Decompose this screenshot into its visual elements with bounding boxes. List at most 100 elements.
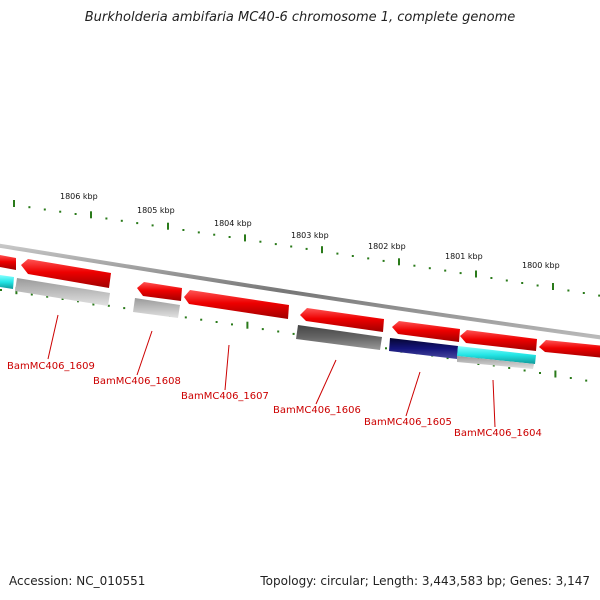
- major-tick: [244, 234, 246, 242]
- minor-tick: [305, 247, 308, 250]
- minor-tick: [536, 284, 539, 287]
- minor-tick: [505, 279, 508, 282]
- gene-reverse-light-gray[interactable]: [133, 298, 180, 318]
- minor-tick: [123, 307, 126, 310]
- gene-label[interactable]: BamMC406_1608: [93, 376, 181, 387]
- gene-labels: BamMC406_1609 BamMC406_1608 BamMC406_160…: [7, 361, 542, 439]
- gene-forward[interactable]: [21, 259, 111, 288]
- major-tick: [554, 370, 557, 378]
- minor-tick: [539, 372, 541, 374]
- accession-label: Accession: NC_010551: [9, 574, 146, 588]
- leader-line: [224, 344, 230, 391]
- gene-label[interactable]: BamMC406_1609: [7, 361, 95, 372]
- minor-tick: [385, 347, 387, 350]
- minor-tick: [582, 292, 585, 294]
- gene-reverse-light-gray[interactable]: [15, 278, 110, 306]
- gene-forward[interactable]: [300, 308, 384, 332]
- gene-reverse-light-gray[interactable]: [457, 356, 534, 369]
- minor-tick: [428, 267, 431, 270]
- minor-tick: [259, 240, 262, 243]
- minor-tick: [444, 269, 447, 272]
- major-tick: [167, 222, 169, 230]
- kbp-label-1801: 1801 kbp: [445, 252, 483, 261]
- minor-tick: [490, 277, 493, 279]
- minor-tick: [292, 332, 295, 335]
- kbp-label-1802: 1802 kbp: [368, 242, 406, 251]
- kbp-label-1806: 1806 kbp: [60, 192, 98, 201]
- minor-tick: [446, 357, 449, 360]
- major-tick: [552, 283, 554, 290]
- gene-forward[interactable]: [392, 321, 460, 342]
- kbp-labels: 1806 kbp 1805 kbp 1804 kbp 1803 kbp 1802…: [60, 192, 560, 270]
- gene-label[interactable]: BamMC406_1605: [364, 417, 452, 428]
- major-tick: [13, 200, 15, 207]
- kbp-label-1805: 1805 kbp: [137, 206, 175, 215]
- kbp-label-1803: 1803 kbp: [291, 231, 329, 240]
- leader-line: [315, 359, 337, 405]
- kbp-label-1800: 1800 kbp: [522, 261, 560, 270]
- minor-tick: [200, 318, 203, 321]
- gene-reverse-navy[interactable]: [389, 338, 458, 359]
- gene-label[interactable]: BamMC406_1606: [273, 405, 361, 416]
- minor-tick: [105, 217, 108, 220]
- minor-tick: [351, 255, 354, 257]
- minor-tick: [585, 379, 588, 382]
- gene-reverse-cyan[interactable]: [457, 346, 536, 364]
- minor-tick: [30, 293, 33, 296]
- minor-tick: [28, 206, 31, 209]
- minor-tick: [228, 236, 231, 238]
- minor-tick: [274, 243, 277, 246]
- gene-label[interactable]: BamMC406_1604: [454, 428, 542, 439]
- minor-tick: [107, 304, 110, 307]
- minor-tick: [231, 323, 233, 326]
- gene-forward[interactable]: [0, 255, 16, 270]
- minor-tick: [336, 252, 339, 255]
- minor-tick: [492, 364, 495, 367]
- gene-forward[interactable]: [539, 340, 600, 358]
- outer-tick-ring: [13, 200, 600, 297]
- map-title: Burkholderia ambifaria MC40-6 chromosome…: [84, 10, 516, 25]
- minor-tick: [184, 316, 187, 319]
- gene-forward[interactable]: [460, 330, 537, 351]
- minor-tick: [43, 208, 46, 211]
- gene-label[interactable]: BamMC406_1607: [181, 391, 269, 402]
- minor-tick: [598, 294, 600, 297]
- leader-line: [47, 314, 59, 360]
- minor-tick: [136, 222, 139, 225]
- gene-forward[interactable]: [184, 290, 289, 319]
- minor-tick: [569, 377, 572, 379]
- minor-tick: [61, 298, 64, 300]
- genome-summary: Topology: circular; Length: 3,443,583 bp…: [260, 574, 590, 588]
- minor-tick: [508, 367, 511, 369]
- minor-tick: [59, 210, 62, 213]
- minor-tick: [382, 259, 385, 262]
- leader-line: [492, 379, 496, 428]
- minor-tick: [46, 295, 49, 298]
- leader-line: [405, 371, 421, 417]
- minor-tick: [290, 245, 293, 248]
- genome-backbone: [0, 243, 600, 340]
- minor-tick: [261, 328, 264, 331]
- gene-forward[interactable]: [137, 282, 182, 301]
- gene-leader-lines: [47, 314, 496, 428]
- minor-tick: [277, 330, 280, 333]
- major-tick: [475, 270, 477, 278]
- minor-tick: [521, 282, 524, 284]
- minor-tick: [213, 233, 216, 236]
- minor-tick: [77, 300, 79, 303]
- minor-tick: [459, 272, 462, 275]
- minor-tick: [120, 219, 123, 222]
- minor-tick: [523, 369, 526, 372]
- minor-tick: [367, 257, 370, 260]
- gene-reverse-cyan[interactable]: [0, 275, 14, 289]
- minor-tick: [0, 289, 2, 291]
- major-tick: [321, 246, 323, 254]
- minor-tick: [151, 224, 154, 227]
- kbp-label-1804: 1804 kbp: [214, 219, 252, 228]
- leader-line: [136, 330, 153, 376]
- minor-tick: [215, 321, 218, 323]
- minor-tick: [567, 289, 570, 292]
- forward-strand-genes: [0, 255, 600, 358]
- gene-reverse-dark-gray[interactable]: [296, 325, 382, 350]
